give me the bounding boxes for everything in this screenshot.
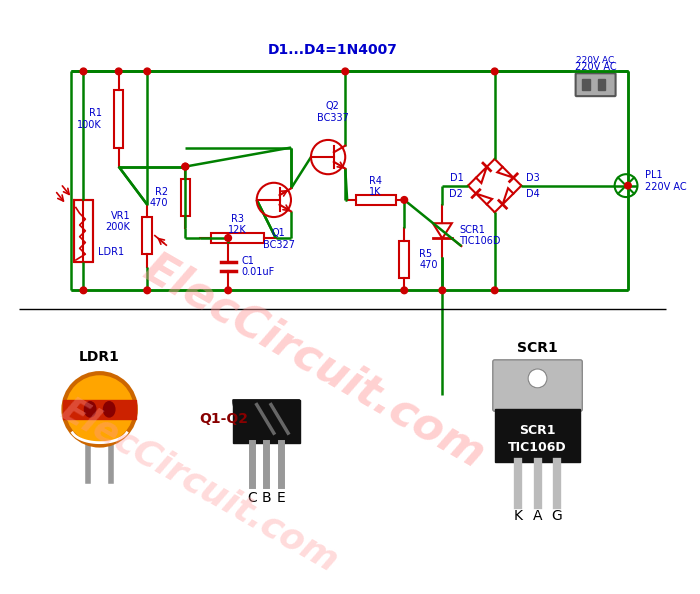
Circle shape — [401, 287, 407, 293]
Text: PL1
220V AC: PL1 220V AC — [645, 170, 687, 192]
Text: D3: D3 — [526, 173, 540, 182]
Bar — [573, 371, 580, 400]
Text: D2: D2 — [449, 189, 463, 198]
Circle shape — [80, 287, 87, 293]
Bar — [582, 79, 590, 90]
Wedge shape — [233, 400, 300, 433]
Text: VR1
200K: VR1 200K — [105, 210, 130, 232]
Bar — [74, 200, 93, 262]
Circle shape — [439, 287, 446, 293]
Text: R5
470: R5 470 — [419, 249, 438, 270]
Ellipse shape — [85, 402, 96, 417]
Circle shape — [342, 68, 349, 75]
Text: ElecCircuit.com: ElecCircuit.com — [136, 247, 492, 477]
Text: R2
470: R2 470 — [150, 187, 168, 208]
Text: A: A — [533, 509, 542, 523]
Bar — [64, 400, 136, 419]
Text: R4
1K: R4 1K — [369, 176, 382, 197]
Text: D1...D4=1N4007: D1...D4=1N4007 — [268, 43, 398, 56]
Circle shape — [491, 68, 498, 75]
Text: Q1-Q2: Q1-Q2 — [199, 412, 248, 426]
Text: E: E — [276, 491, 285, 505]
Bar — [356, 195, 396, 205]
Text: R3
12K: R3 12K — [228, 214, 247, 235]
Text: Q2
BC337: Q2 BC337 — [317, 101, 349, 123]
Ellipse shape — [104, 402, 115, 417]
Text: G: G — [551, 509, 562, 523]
Circle shape — [225, 287, 232, 293]
Text: 220V AC: 220V AC — [577, 56, 615, 65]
Circle shape — [624, 182, 631, 189]
Text: R1
100K: R1 100K — [77, 108, 102, 130]
Text: C1
0.01uF: C1 0.01uF — [241, 256, 274, 277]
Circle shape — [225, 235, 232, 241]
Text: K: K — [514, 509, 523, 523]
Circle shape — [528, 369, 547, 388]
FancyBboxPatch shape — [493, 360, 582, 411]
Text: ElecCircuit.com: ElecCircuit.com — [55, 392, 344, 579]
Text: C: C — [247, 491, 257, 505]
Circle shape — [144, 287, 150, 293]
Text: TIC106D: TIC106D — [508, 441, 567, 454]
Text: SCR1: SCR1 — [517, 342, 558, 355]
Circle shape — [401, 197, 407, 203]
Bar — [211, 233, 265, 243]
Text: LDR1: LDR1 — [79, 350, 120, 364]
Bar — [233, 400, 300, 443]
Circle shape — [116, 68, 122, 75]
Text: D4: D4 — [526, 189, 540, 198]
Bar — [598, 79, 605, 90]
Circle shape — [182, 163, 188, 170]
FancyBboxPatch shape — [575, 73, 615, 96]
Circle shape — [64, 373, 136, 446]
Text: Q1
BC327: Q1 BC327 — [262, 229, 295, 250]
Circle shape — [182, 163, 188, 170]
Text: SCR1
TIC106D: SCR1 TIC106D — [459, 225, 501, 247]
Text: B: B — [261, 491, 271, 505]
Circle shape — [491, 287, 498, 293]
Circle shape — [144, 68, 150, 75]
Text: LDR1: LDR1 — [98, 247, 124, 257]
Bar — [495, 409, 580, 462]
Bar — [181, 179, 190, 216]
Text: 220V AC: 220V AC — [575, 62, 617, 72]
Bar — [400, 241, 409, 278]
Text: D1: D1 — [449, 173, 463, 182]
Bar — [114, 90, 123, 147]
Text: SCR1: SCR1 — [519, 424, 556, 437]
Bar — [143, 217, 152, 254]
Bar — [495, 371, 503, 400]
Circle shape — [80, 68, 87, 75]
